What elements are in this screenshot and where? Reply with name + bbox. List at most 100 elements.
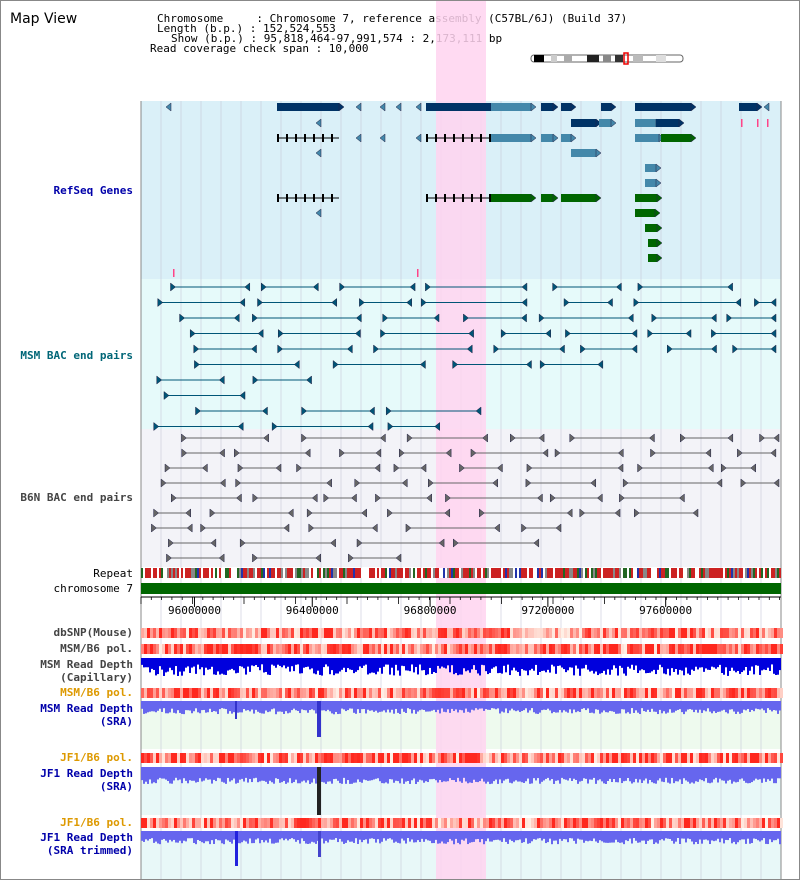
jf1-b6-pol2-cell bbox=[774, 818, 777, 828]
b6n-bac-pair-end-b bbox=[210, 538, 217, 548]
jf1-trim-bar bbox=[169, 831, 171, 840]
msm-sra-bar bbox=[263, 701, 265, 714]
repeat-element bbox=[683, 568, 685, 578]
msm-b6-pol-cell bbox=[174, 644, 177, 654]
msm-capillary-bar bbox=[629, 658, 631, 669]
msm-capillary-bar bbox=[537, 658, 539, 675]
msm-sra-bar bbox=[677, 701, 679, 710]
jf1-b6-pol-cell bbox=[546, 753, 549, 763]
msm-bac-track[interactable] bbox=[153, 282, 777, 432]
dbsnp-cell bbox=[660, 628, 663, 638]
msm-sra-bar bbox=[639, 701, 641, 715]
dbsnp-cell bbox=[780, 628, 783, 638]
b6n-bac-pair-end-b bbox=[444, 508, 451, 518]
msm-b6-pol2-cell bbox=[255, 688, 258, 698]
selected-region-highlight[interactable] bbox=[436, 1, 486, 879]
msm-sra-bar bbox=[561, 701, 563, 713]
jf1-trim-bar bbox=[173, 831, 175, 840]
jf1-b6-pol-cell bbox=[387, 753, 390, 763]
heatmap-tracks[interactable] bbox=[141, 628, 783, 828]
msm-sra-bar bbox=[187, 701, 189, 711]
jf1-b6-pol2-cell bbox=[684, 818, 687, 828]
jf1-b6-pol2-cell bbox=[591, 818, 594, 828]
jf1-sra-bar bbox=[731, 767, 733, 784]
jf1-b6-pol2-cell bbox=[345, 818, 348, 828]
refseq-genes-track[interactable] bbox=[165, 102, 770, 277]
msm-b6-pol2-cell bbox=[384, 688, 387, 698]
repeat-element bbox=[159, 568, 161, 578]
repeat-element bbox=[299, 568, 301, 578]
jf1-b6-pol-cell bbox=[150, 753, 153, 763]
jf1-b6-pol2-cell bbox=[744, 818, 747, 828]
msm-b6-pol-cell bbox=[636, 644, 639, 654]
msm-b6-pol-cell bbox=[432, 644, 435, 654]
msm-sra-bar bbox=[569, 701, 571, 710]
dbsnp-cell bbox=[330, 628, 333, 638]
read-depth-tracks[interactable] bbox=[141, 658, 781, 866]
jf1-sra-bar bbox=[511, 767, 513, 784]
repeat-track[interactable] bbox=[141, 568, 781, 578]
msm-b6-pol-cell bbox=[543, 644, 546, 654]
jf1-sra-bar bbox=[151, 767, 153, 784]
b6n-bac-track[interactable] bbox=[151, 433, 780, 563]
msm-sra-bar bbox=[695, 701, 697, 710]
repeat-element bbox=[345, 568, 347, 578]
dbsnp-cell bbox=[693, 628, 696, 638]
chromosome-bar[interactable] bbox=[141, 583, 781, 594]
msm-b6-pol2-cell bbox=[231, 688, 234, 698]
jf1-trim-bar bbox=[593, 831, 595, 839]
jf1-trim-bar bbox=[513, 831, 515, 843]
msm-capillary-bar bbox=[593, 658, 595, 674]
jf1-sra-bar bbox=[525, 767, 527, 782]
msm-capillary-bar bbox=[741, 658, 743, 673]
jf1-b6-pol2-cell bbox=[477, 818, 480, 828]
msm-capillary-bar bbox=[325, 658, 327, 665]
repeat-element bbox=[691, 568, 693, 578]
repeat-element bbox=[779, 568, 781, 578]
repeat-element bbox=[611, 568, 613, 578]
msm-sra-bar bbox=[509, 701, 511, 711]
msm-b6-pol-cell bbox=[243, 644, 246, 654]
msm-capillary-bar bbox=[627, 658, 629, 667]
repeat-element bbox=[715, 568, 717, 578]
jf1-trim-bar bbox=[191, 831, 193, 839]
jf1-trim-bar bbox=[301, 831, 303, 839]
msm-sra-bar bbox=[553, 701, 555, 712]
msm-b6-pol-cell bbox=[717, 644, 720, 654]
jf1-b6-pol2-cell bbox=[234, 818, 237, 828]
jf1-trim-bar bbox=[433, 831, 435, 844]
msm-capillary-bar bbox=[713, 658, 715, 668]
msm-b6-pol2-cell bbox=[222, 688, 225, 698]
msm-b6-pol2-cell bbox=[618, 688, 621, 698]
dbsnp-cell bbox=[702, 628, 705, 638]
msm-capillary-bar bbox=[505, 658, 507, 673]
chromosome-ideogram[interactable] bbox=[530, 52, 684, 65]
dbsnp-cell bbox=[279, 628, 282, 638]
msm-capillary-bar bbox=[747, 658, 749, 676]
msm-sra-bar bbox=[683, 701, 685, 715]
jf1-trim-bar bbox=[443, 831, 445, 844]
msm-capillary-bar bbox=[643, 658, 645, 671]
msm-b6-pol2-cell bbox=[762, 688, 765, 698]
jf1-b6-pol2-cell bbox=[183, 818, 186, 828]
jf1-trim-bar bbox=[683, 831, 685, 839]
gene-exon-18 bbox=[645, 164, 656, 172]
repeat-element bbox=[227, 568, 229, 578]
msm-b6-pol-cell bbox=[348, 644, 351, 654]
jf1-sra-bar bbox=[717, 767, 719, 783]
msm-b6-pol2-cell bbox=[264, 688, 267, 698]
msm-bac-pair-end-a bbox=[500, 328, 507, 339]
msm-b6-pol2-cell bbox=[774, 688, 777, 698]
repeat-element bbox=[713, 568, 715, 578]
b6n-bac-pair-end-a bbox=[737, 448, 743, 458]
msm-sra-bar bbox=[545, 701, 547, 710]
jf1-b6-pol-cell bbox=[432, 753, 435, 763]
repeat-element bbox=[647, 568, 649, 578]
msm-b6-pol-cell bbox=[582, 644, 585, 654]
msm-capillary-bar bbox=[575, 658, 577, 666]
msm-capillary-bar bbox=[247, 658, 249, 667]
msm-b6-pol-cell bbox=[615, 644, 618, 654]
repeat-element bbox=[355, 568, 357, 578]
msm-b6-pol2-cell bbox=[153, 688, 156, 698]
